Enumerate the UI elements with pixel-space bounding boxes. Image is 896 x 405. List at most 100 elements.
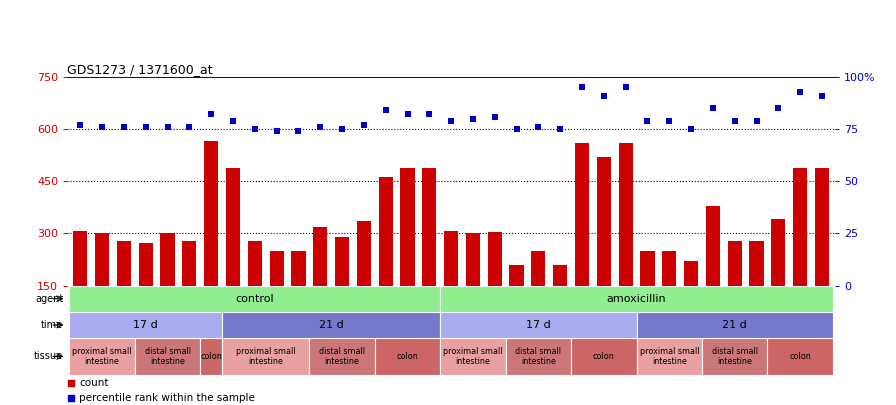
Text: colon: colon <box>201 352 222 361</box>
Text: agent: agent <box>35 294 64 304</box>
Bar <box>531 252 546 286</box>
Text: colon: colon <box>593 352 615 361</box>
Bar <box>466 233 480 286</box>
Point <box>793 88 807 95</box>
Point <box>401 111 415 118</box>
Text: proximal small
intestine: proximal small intestine <box>444 347 503 366</box>
Bar <box>553 265 567 286</box>
Point <box>313 124 327 130</box>
Bar <box>702 338 768 375</box>
Text: GDS1273 / 1371600_at: GDS1273 / 1371600_at <box>67 63 213 76</box>
Bar <box>309 338 375 375</box>
Bar <box>95 233 109 286</box>
Bar <box>270 252 284 286</box>
Bar <box>728 241 742 286</box>
Bar <box>440 338 505 375</box>
Point <box>641 117 655 124</box>
Bar <box>597 157 611 286</box>
Bar <box>510 265 523 286</box>
Bar <box>182 241 196 286</box>
Bar <box>771 220 786 286</box>
Text: colon: colon <box>789 352 811 361</box>
Bar <box>440 312 636 338</box>
Bar <box>201 338 222 375</box>
Text: 17 d: 17 d <box>526 320 551 330</box>
Bar <box>139 243 153 286</box>
Point <box>270 128 284 134</box>
Point <box>575 84 590 91</box>
Text: amoxicillin: amoxicillin <box>607 294 667 304</box>
Point <box>247 126 262 132</box>
Point <box>597 92 611 99</box>
Point <box>684 126 698 132</box>
Point <box>357 122 371 128</box>
Bar <box>379 177 392 286</box>
Bar <box>226 168 240 286</box>
Point <box>139 124 153 130</box>
Bar <box>116 241 131 286</box>
Text: 17 d: 17 d <box>134 320 158 330</box>
Text: 21 d: 21 d <box>319 320 343 330</box>
Bar <box>357 221 371 286</box>
Bar <box>618 143 633 286</box>
Point <box>160 124 175 130</box>
Point <box>378 107 392 113</box>
Point <box>662 117 676 124</box>
Point <box>728 117 742 124</box>
Bar <box>222 338 309 375</box>
Bar <box>440 286 833 312</box>
Bar <box>749 241 763 286</box>
Bar <box>636 338 702 375</box>
Bar <box>422 168 436 286</box>
Point <box>553 126 567 132</box>
Bar <box>314 227 327 286</box>
Bar <box>69 338 134 375</box>
Bar <box>291 252 306 286</box>
Bar <box>768 338 833 375</box>
Bar <box>73 230 88 286</box>
Point <box>226 117 240 124</box>
Point <box>335 126 349 132</box>
Text: 21 d: 21 d <box>722 320 747 330</box>
Point <box>531 124 546 130</box>
Point <box>116 124 131 130</box>
Bar <box>134 338 201 375</box>
Point <box>771 105 786 111</box>
Bar <box>662 252 676 286</box>
Bar <box>69 286 440 312</box>
Bar <box>247 241 262 286</box>
Bar <box>160 233 175 286</box>
Point <box>182 124 196 130</box>
Point <box>466 115 480 122</box>
Bar <box>69 312 222 338</box>
Point <box>510 126 524 132</box>
Point <box>749 117 763 124</box>
Bar <box>375 338 440 375</box>
Bar <box>636 312 833 338</box>
Bar <box>706 206 720 286</box>
Bar <box>444 230 458 286</box>
Text: proximal small
intestine: proximal small intestine <box>640 347 699 366</box>
Text: control: control <box>236 294 274 304</box>
Point <box>291 128 306 134</box>
Point <box>422 111 436 118</box>
Bar <box>684 261 698 286</box>
Point <box>487 113 502 120</box>
Point <box>444 117 458 124</box>
Bar <box>641 252 655 286</box>
Bar <box>335 237 349 286</box>
Bar <box>793 168 807 286</box>
Point <box>204 111 219 118</box>
Text: time: time <box>41 320 64 330</box>
Text: distal small
intestine: distal small intestine <box>319 347 365 366</box>
Bar <box>814 168 829 286</box>
Point <box>64 380 78 386</box>
Bar <box>575 143 589 286</box>
Bar <box>204 141 219 286</box>
Point <box>706 105 720 111</box>
Text: distal small
intestine: distal small intestine <box>144 347 191 366</box>
Bar <box>401 168 415 286</box>
Point <box>95 124 109 130</box>
Bar <box>487 232 502 286</box>
Text: tissue: tissue <box>34 352 64 361</box>
